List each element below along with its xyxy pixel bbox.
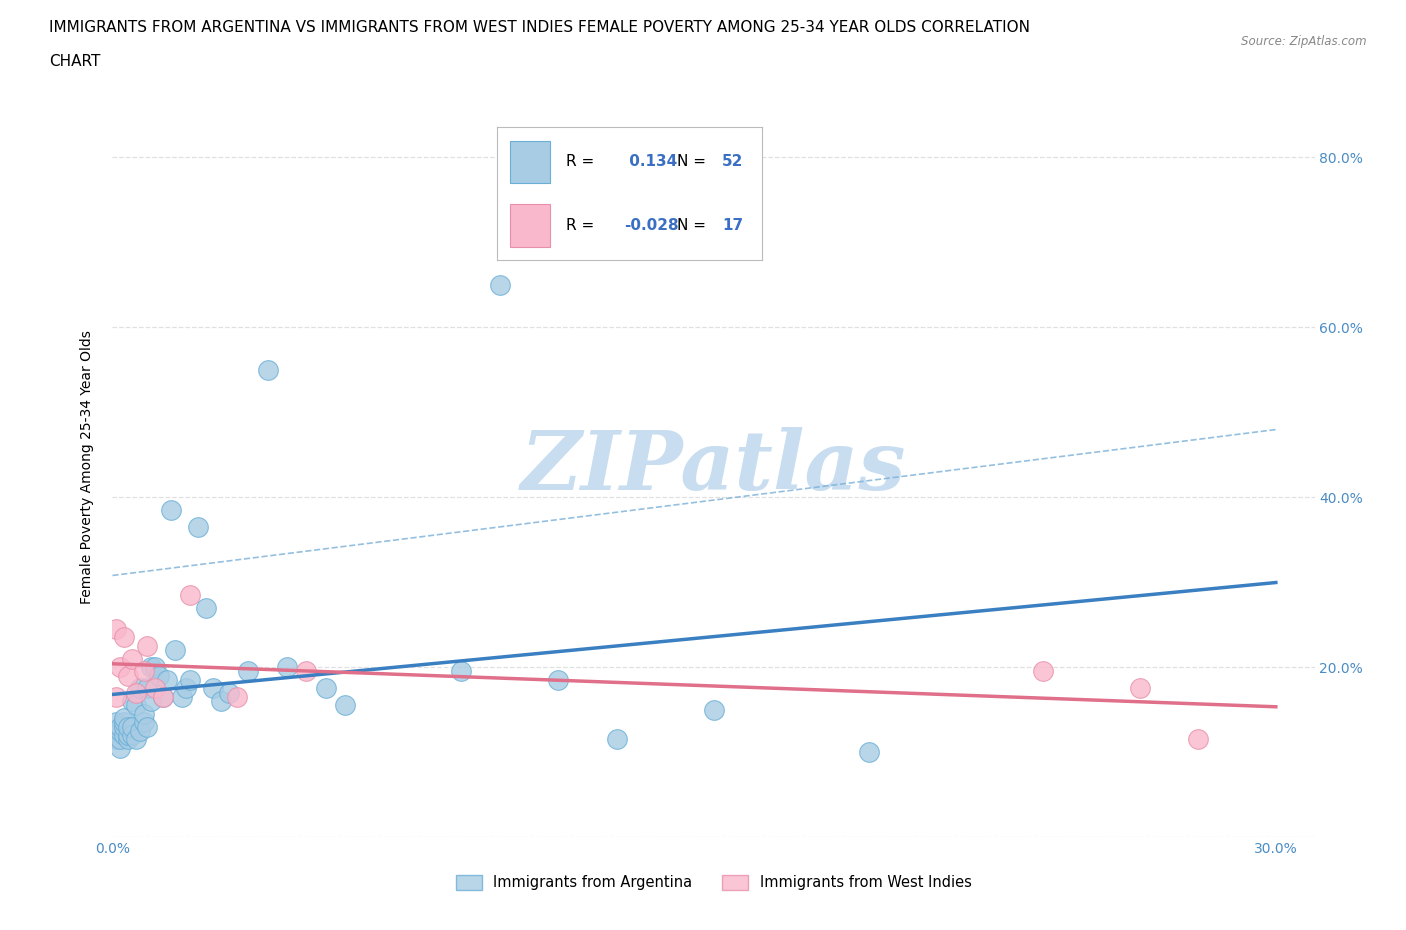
Point — [1129, 681, 1152, 696]
Point — [110, 719, 132, 734]
Point — [141, 659, 163, 674]
Point — [159, 502, 181, 517]
Point — [256, 362, 278, 377]
Point — [315, 681, 337, 696]
Point — [110, 732, 132, 747]
Text: ZIPatlas: ZIPatlas — [520, 427, 907, 508]
Point — [132, 664, 155, 679]
Point — [194, 600, 217, 615]
Point — [276, 659, 298, 674]
Point — [136, 681, 159, 696]
Point — [156, 672, 179, 687]
Point — [179, 588, 201, 603]
Point — [110, 659, 132, 674]
Point — [172, 689, 194, 704]
Text: IMMIGRANTS FROM ARGENTINA VS IMMIGRANTS FROM WEST INDIES FEMALE POVERTY AMONG 25: IMMIGRANTS FROM ARGENTINA VS IMMIGRANTS … — [49, 20, 1031, 35]
Point — [105, 689, 128, 704]
Point — [125, 732, 148, 747]
Point — [218, 685, 240, 700]
Point — [238, 664, 260, 679]
Point — [163, 643, 186, 658]
Point — [1032, 664, 1054, 679]
Y-axis label: Female Poverty Among 25-34 Year Olds: Female Poverty Among 25-34 Year Olds — [80, 330, 94, 604]
Point — [112, 715, 135, 730]
Point — [105, 724, 128, 738]
Point — [117, 727, 139, 742]
Text: Source: ZipAtlas.com: Source: ZipAtlas.com — [1241, 35, 1367, 48]
Point — [125, 685, 148, 700]
Point — [703, 702, 725, 717]
Point — [110, 740, 132, 755]
Point — [489, 277, 512, 292]
Point — [125, 698, 148, 712]
Point — [132, 715, 155, 730]
Point — [858, 745, 880, 760]
Text: CHART: CHART — [49, 54, 101, 69]
Point — [187, 519, 209, 534]
Point — [606, 732, 628, 747]
Point — [105, 715, 128, 730]
Point — [143, 681, 166, 696]
Point — [117, 732, 139, 747]
Point — [202, 681, 225, 696]
Point — [547, 672, 569, 687]
Point — [174, 681, 197, 696]
Point — [333, 698, 356, 712]
Point — [128, 681, 150, 696]
Point — [152, 689, 174, 704]
Point — [132, 707, 155, 722]
Point — [117, 719, 139, 734]
Point — [450, 664, 472, 679]
Point — [136, 719, 159, 734]
Point — [112, 719, 135, 734]
Point — [112, 711, 135, 725]
Point — [141, 694, 163, 709]
Point — [105, 621, 128, 636]
Point — [121, 651, 143, 666]
Point — [128, 724, 150, 738]
Point — [105, 732, 128, 747]
Point — [117, 668, 139, 683]
Point — [143, 659, 166, 674]
Point — [121, 694, 143, 709]
Legend: Immigrants from Argentina, Immigrants from West Indies: Immigrants from Argentina, Immigrants fr… — [450, 869, 977, 897]
Point — [121, 719, 143, 734]
Point — [148, 668, 170, 683]
Point — [110, 724, 132, 738]
Point — [209, 694, 232, 709]
Point — [136, 638, 159, 653]
Point — [152, 689, 174, 704]
Point — [225, 689, 247, 704]
Point — [1187, 732, 1209, 747]
Point — [112, 630, 135, 644]
Point — [112, 727, 135, 742]
Point — [179, 672, 201, 687]
Point — [121, 727, 143, 742]
Point — [295, 664, 318, 679]
